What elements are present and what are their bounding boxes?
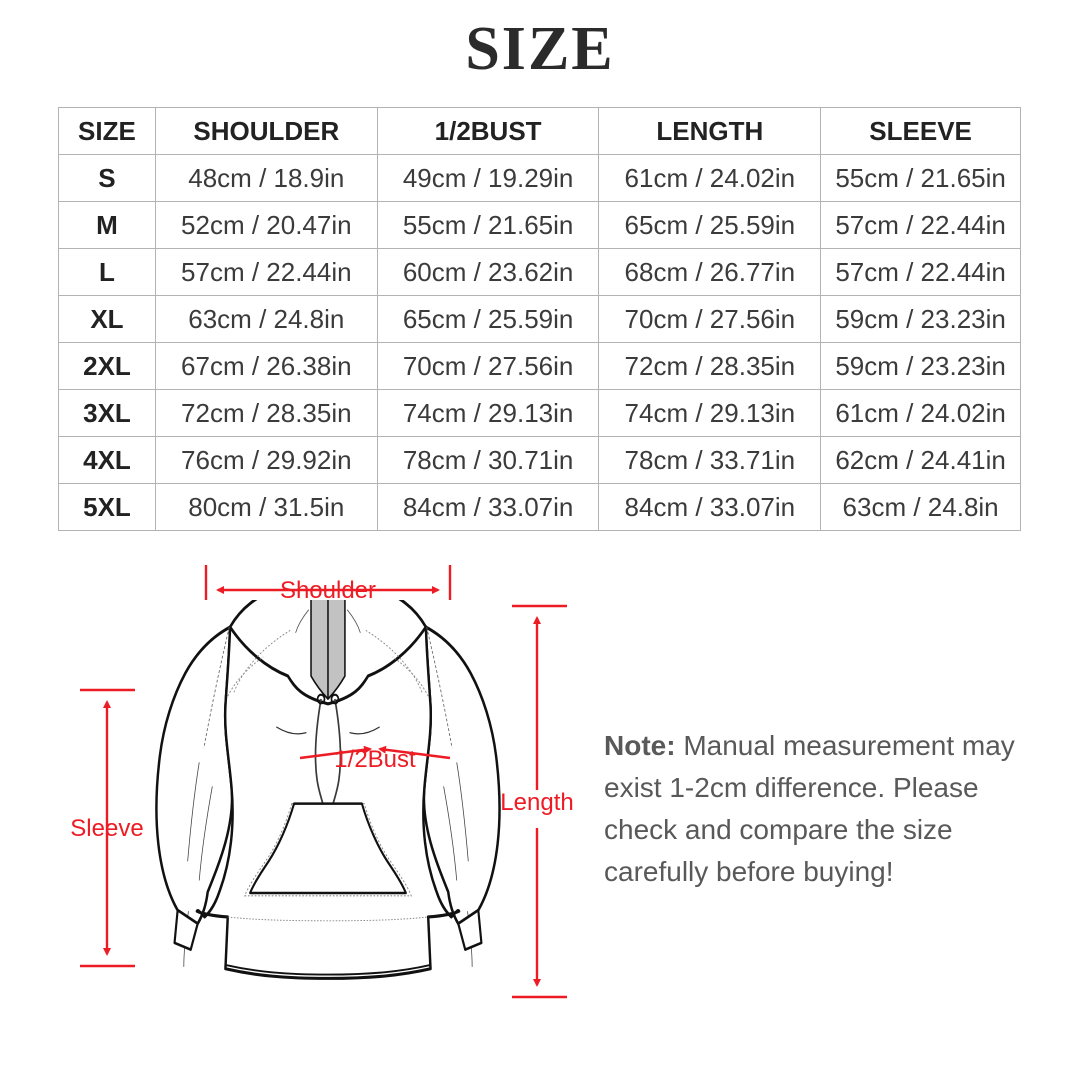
- svg-text:Sleeve: Sleeve: [70, 815, 143, 842]
